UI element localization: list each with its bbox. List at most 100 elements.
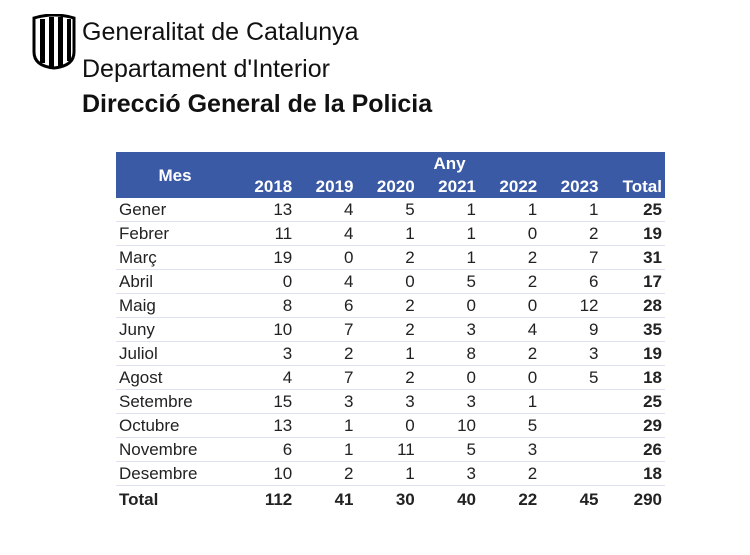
- value-cell: 5: [479, 413, 541, 438]
- month-cell: Agost: [116, 365, 234, 390]
- column-total-cell: 22: [518, 489, 538, 509]
- value-cell: 5: [417, 437, 479, 462]
- month-cell: Maig: [116, 293, 234, 318]
- column-header: Total: [601, 175, 665, 198]
- table-row: Setembre 15 3 3 3 1 25: [116, 389, 665, 414]
- month-header: Mes: [116, 152, 234, 198]
- row-total-cell: 29: [601, 413, 665, 438]
- table-row: Febrer 11 4 1 1 0 2 19: [116, 221, 665, 246]
- month-cell: Gener: [116, 198, 234, 222]
- value-cell: 10: [234, 317, 296, 342]
- row-total-cell: 17: [601, 269, 665, 294]
- column-total-cell: 30: [395, 489, 415, 509]
- value-cell: 7: [295, 317, 357, 342]
- column-total-cell: 41: [334, 489, 354, 509]
- value-cell: 4: [479, 317, 541, 342]
- value-cell: [540, 437, 602, 462]
- value-cell: 4: [234, 365, 296, 390]
- org-name: Generalitat de Catalunya: [82, 18, 359, 46]
- table-row: Maig 8 6 2 0 0 12 28: [116, 293, 665, 318]
- total-row: Total 112 41 30 40 22 45 290: [116, 486, 665, 513]
- table-row: Agost 4 7 2 0 0 5 18: [116, 365, 665, 390]
- value-cell: 15: [234, 389, 296, 414]
- month-cell: Febrer: [116, 221, 234, 246]
- value-cell: 1: [417, 221, 479, 246]
- value-cell: 1: [356, 221, 418, 246]
- value-cell: 4: [295, 221, 357, 246]
- value-cell: 9: [540, 317, 602, 342]
- value-cell: 1: [295, 437, 357, 462]
- value-cell: 5: [417, 269, 479, 294]
- month-cell: Setembre: [116, 389, 234, 414]
- month-cell: Octubre: [116, 413, 234, 438]
- value-cell: 0: [479, 365, 541, 390]
- value-cell: 10: [417, 413, 479, 438]
- value-cell: 6: [234, 437, 296, 462]
- value-cell: 8: [417, 341, 479, 366]
- value-cell: 2: [540, 221, 602, 246]
- value-cell: 2: [479, 461, 541, 486]
- value-cell: 1: [295, 413, 357, 438]
- value-cell: 0: [417, 293, 479, 318]
- month-cell: Novembre: [116, 437, 234, 462]
- value-cell: 12: [540, 293, 602, 318]
- data-table: Mes Any 2018 2019 2020 2021 2022 2023 Total Ge…: [116, 152, 665, 512]
- value-cell: 3: [540, 341, 602, 366]
- month-cell: Desembre: [116, 461, 234, 486]
- value-cell: 3: [417, 389, 479, 414]
- value-cell: 2: [356, 293, 418, 318]
- directorate-name: Direcció General de la Policia: [82, 90, 433, 118]
- value-cell: 0: [234, 269, 296, 294]
- table-row: Gener 13 4 5 1 1 1 25: [116, 198, 665, 222]
- row-total-cell: 35: [601, 317, 665, 342]
- value-cell: 2: [356, 245, 418, 270]
- value-cell: 4: [295, 198, 357, 222]
- value-cell: 3: [417, 461, 479, 486]
- value-cell: 0: [417, 365, 479, 390]
- row-total-cell: 18: [601, 365, 665, 390]
- value-cell: 2: [479, 245, 541, 270]
- value-cell: 10: [234, 461, 296, 486]
- value-cell: 11: [356, 437, 418, 462]
- row-total-cell: 25: [601, 389, 665, 414]
- value-cell: 0: [479, 221, 541, 246]
- value-cell: 0: [479, 293, 541, 318]
- generalitat-logo-icon: [32, 14, 76, 70]
- year-header: Any: [234, 152, 665, 175]
- value-cell: 5: [356, 198, 418, 222]
- value-cell: 3: [479, 437, 541, 462]
- table-row: Març 19 0 2 1 2 7 31: [116, 245, 665, 270]
- value-cell: 7: [295, 365, 357, 390]
- table-row: Octubre 13 1 0 10 5 29: [116, 413, 665, 438]
- table-row: Juny 10 7 2 3 4 9 35: [116, 317, 665, 342]
- value-cell: 0: [356, 413, 418, 438]
- row-total-cell: 26: [601, 437, 665, 462]
- row-total-cell: 19: [601, 341, 665, 366]
- row-total-cell: 31: [601, 245, 665, 270]
- column-total-cell: 40: [457, 489, 476, 509]
- month-cell: Abril: [116, 269, 234, 294]
- value-cell: [540, 389, 602, 414]
- month-cell: Juny: [116, 317, 234, 342]
- value-cell: 1: [479, 389, 541, 414]
- value-cell: 1: [356, 461, 418, 486]
- column-header: 2020: [356, 175, 418, 198]
- value-cell: 1: [479, 198, 541, 222]
- value-cell: 19: [234, 245, 296, 270]
- row-total-cell: 18: [601, 461, 665, 486]
- value-cell: [540, 413, 602, 438]
- value-cell: 3: [417, 317, 479, 342]
- column-header: 2021: [417, 175, 479, 198]
- month-cell: Juliol: [116, 341, 234, 366]
- value-cell: 2: [295, 461, 357, 486]
- value-cell: 2: [295, 341, 357, 366]
- column-total-cell: 112: [264, 489, 293, 509]
- column-header: 2023: [540, 175, 602, 198]
- value-cell: 0: [295, 245, 357, 270]
- value-cell: 1: [356, 341, 418, 366]
- value-cell: 6: [540, 269, 602, 294]
- value-cell: 13: [234, 198, 296, 222]
- row-total-cell: 25: [601, 198, 665, 222]
- value-cell: 2: [356, 317, 418, 342]
- value-cell: 6: [295, 293, 357, 318]
